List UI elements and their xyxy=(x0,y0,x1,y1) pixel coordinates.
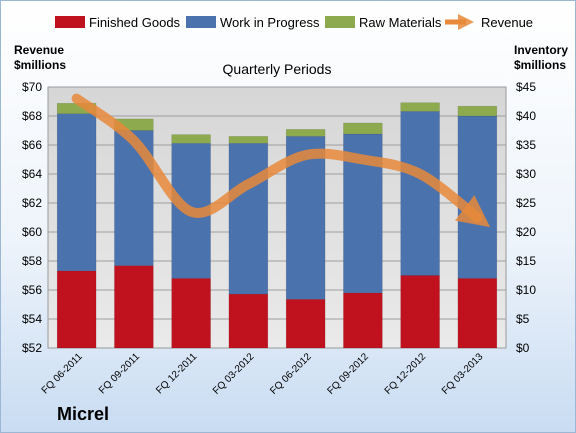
x-tick-label: FQ 03-2013 xyxy=(440,351,486,397)
bar-work-in-progress xyxy=(228,143,269,295)
left-tick-label: $64 xyxy=(22,167,42,181)
bar-finished-goods xyxy=(56,270,97,349)
legend-label-raw-materials: Raw Materials xyxy=(359,15,442,30)
x-tick-label: FQ 09-2011 xyxy=(97,351,142,396)
right-axis-title-line1: Inventory xyxy=(514,43,568,57)
bar-raw-materials xyxy=(457,105,498,117)
left-tick-label: $54 xyxy=(22,312,42,326)
bar-finished-goods xyxy=(171,278,211,349)
x-tick-label: FQ 03-2012 xyxy=(211,351,257,397)
left-tick-label: $68 xyxy=(22,109,42,123)
chart-title: Quarterly Periods xyxy=(223,61,332,77)
bar-raw-materials xyxy=(171,134,211,144)
x-tick-label: FQ 06-2012 xyxy=(268,351,314,397)
legend: Finished Goods Work in Progress Raw Mate… xyxy=(55,13,533,31)
left-tick-label: $66 xyxy=(22,138,42,152)
left-tick-label: $58 xyxy=(22,254,42,268)
x-tick-label: FQ 12-2012 xyxy=(383,351,429,397)
x-tick-label: FQ 06-2011 xyxy=(40,351,85,396)
right-tick-label: $10 xyxy=(516,283,536,297)
bar-raw-materials xyxy=(285,129,326,137)
legend-swatch-work-in-progress xyxy=(186,16,216,28)
left-tick-label: $52 xyxy=(22,341,42,355)
revenue-line xyxy=(71,93,491,228)
left-axis-title-line1: Revenue xyxy=(14,43,64,57)
right-tick-label: $5 xyxy=(516,312,530,326)
right-axis-ticks: $0 $5 $10 $15 $20 $25 $30 $35 $40 $45 xyxy=(516,80,536,355)
bar-finished-goods xyxy=(343,292,383,349)
legend-swatch-finished-goods xyxy=(55,16,85,28)
bar-raw-materials xyxy=(228,136,269,144)
left-axis-ticks: $52 $54 $56 $58 $60 $62 $64 $66 $68 $70 xyxy=(22,80,42,355)
x-tick-label: FQ 09-2012 xyxy=(325,351,371,397)
legend-label-revenue: Revenue xyxy=(481,15,533,30)
right-tick-label: $40 xyxy=(516,109,536,123)
right-tick-label: $20 xyxy=(516,225,536,239)
x-axis-ticks: FQ 06-2011 FQ 09-2011 FQ 12-2011 FQ 03-2012… xyxy=(40,351,486,397)
left-tick-label: $60 xyxy=(22,225,42,239)
x-tick-label: FQ 12-2011 xyxy=(154,351,199,396)
left-tick-label: $70 xyxy=(22,80,42,94)
revenue-line-path xyxy=(71,93,491,228)
bar-raw-materials xyxy=(343,122,383,135)
right-tick-label: $30 xyxy=(516,167,536,181)
bar-raw-materials xyxy=(400,102,440,112)
bar-finished-goods xyxy=(400,275,440,349)
right-tick-label: $45 xyxy=(516,80,536,94)
right-axis-title-line2: $millions xyxy=(514,58,566,72)
bar-finished-goods xyxy=(457,278,498,349)
right-tick-label: $25 xyxy=(516,196,536,210)
bar-work-in-progress xyxy=(400,111,440,276)
legend-swatch-raw-materials xyxy=(325,16,355,28)
right-tick-label: $35 xyxy=(516,138,536,152)
legend-label-finished-goods: Finished Goods xyxy=(89,15,181,30)
bar-finished-goods xyxy=(114,265,154,349)
left-tick-label: $62 xyxy=(22,196,42,210)
right-tick-label: $15 xyxy=(516,254,536,268)
bar-finished-goods xyxy=(285,299,326,349)
left-tick-label: $56 xyxy=(22,283,42,297)
brand-label: Micrel xyxy=(57,404,109,424)
bar-finished-goods xyxy=(228,293,269,349)
bar-work-in-progress xyxy=(56,113,97,272)
legend-label-work-in-progress: Work in Progress xyxy=(220,15,320,30)
right-tick-label: $0 xyxy=(516,341,530,355)
left-axis-title-line2: $millions xyxy=(14,58,66,72)
bar-work-in-progress xyxy=(457,115,498,279)
